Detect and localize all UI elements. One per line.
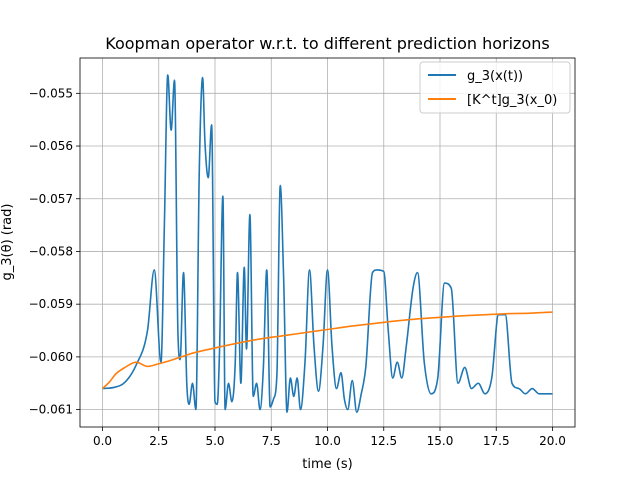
y-tick-label: −0.058	[29, 244, 73, 258]
legend-label-g3: g_3(x(t))	[467, 69, 523, 84]
x-tick-label: 10.0	[314, 434, 341, 448]
y-tick-label: −0.060	[29, 350, 73, 364]
series-line-g3	[102, 74, 553, 414]
x-tick-label: 12.5	[370, 434, 397, 448]
y-tick-label: −0.056	[29, 139, 73, 153]
legend-box	[419, 61, 571, 114]
y-axis-label: g_3(θ) (rad)	[0, 204, 15, 281]
legend: g_3(x(t)) [K^t]g_3(x_0)	[419, 61, 571, 114]
x-tick-label: 0.0	[93, 434, 112, 448]
axis-ticks: 0.0 2.5 5.0 7.5 10.0 12.5 15.0 17.5 20.0 −0.055 −0…	[29, 86, 566, 448]
x-tick-label: 17.5	[483, 434, 510, 448]
y-tick-label: −0.061	[29, 403, 73, 417]
series-layer	[101, 74, 553, 414]
x-tick-label: 15.0	[427, 434, 454, 448]
y-tick-label: −0.057	[29, 192, 73, 206]
y-tick-label: −0.059	[29, 297, 73, 311]
series-line-koopman	[101, 311, 553, 390]
legend-label-koopman: [K^t]g_3(x_0)	[467, 93, 557, 108]
x-tick-label: 7.5	[262, 434, 281, 448]
chart-title: Koopman operator w.r.t. to different pre…	[105, 34, 549, 53]
x-tick-label: 2.5	[149, 434, 168, 448]
y-tick-label: −0.055	[29, 86, 73, 100]
x-tick-label: 20.0	[539, 434, 566, 448]
x-axis-label: time (s)	[302, 457, 352, 472]
x-tick-label: 5.0	[205, 434, 224, 448]
